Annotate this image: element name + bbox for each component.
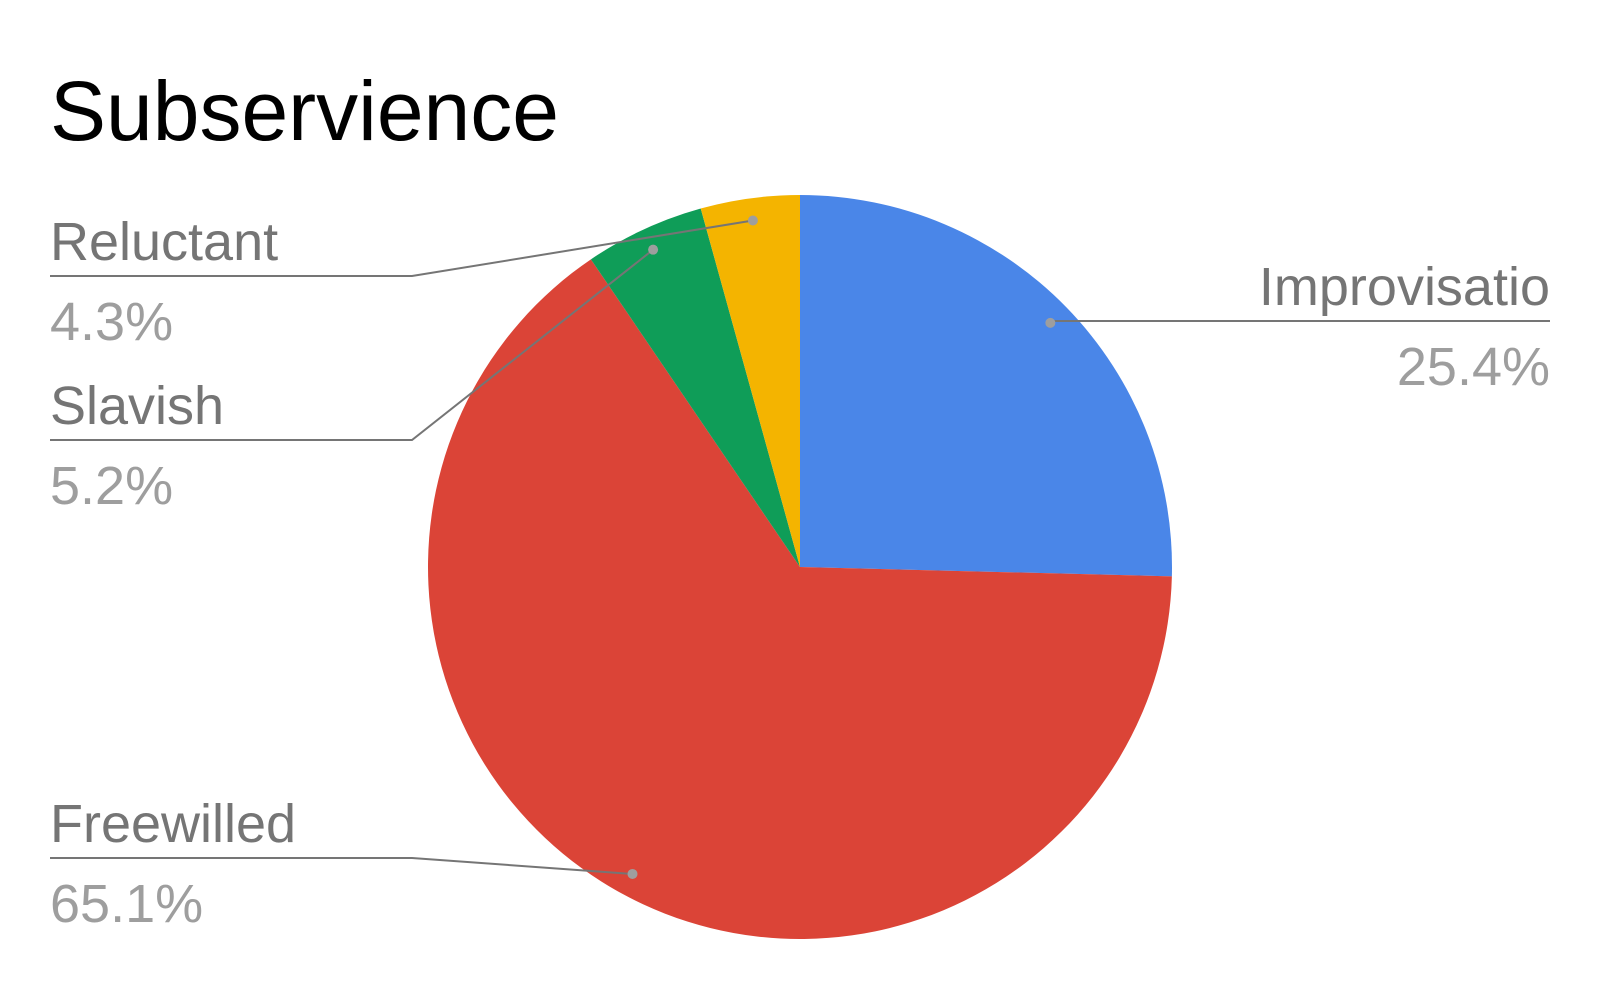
slice-value-label: 4.3%	[50, 292, 173, 352]
pie-slice	[800, 195, 1172, 577]
leader-dot	[648, 244, 659, 255]
slice-label: Reluctant	[50, 212, 278, 272]
leader-dot	[747, 215, 758, 226]
leader-dot	[1045, 317, 1056, 328]
leader-line	[50, 857, 633, 875]
pie-slice	[590, 208, 800, 567]
slice-value-label: 25.4%	[1397, 337, 1550, 397]
pie-slice	[428, 259, 1172, 939]
leader-dot	[627, 868, 638, 879]
leader-line	[50, 219, 754, 277]
leader-line	[50, 248, 654, 441]
slice-label: Slavish	[50, 376, 224, 436]
slice-label: Improvisatio	[1259, 257, 1550, 317]
slice-label: Freewilled	[50, 794, 296, 854]
pie-slice	[700, 195, 800, 567]
chart-title: Subservience	[50, 64, 559, 158]
slice-value-label: 5.2%	[50, 456, 173, 516]
slice-value-label: 65.1%	[50, 874, 203, 934]
